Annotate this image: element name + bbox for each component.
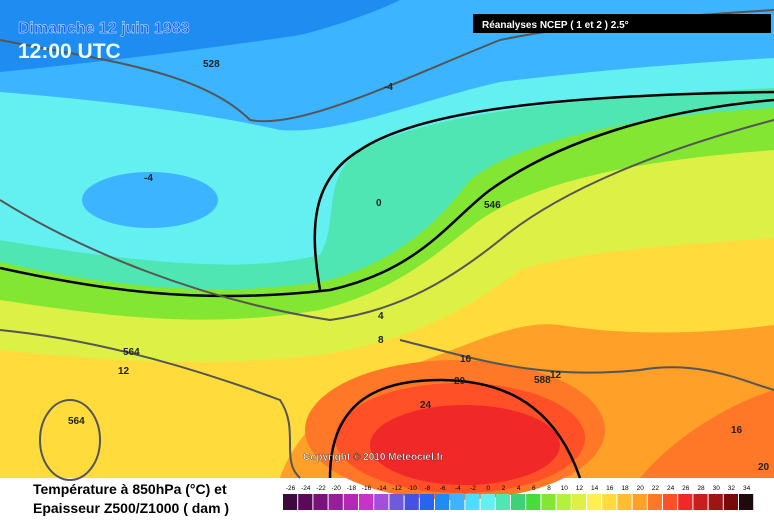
temperature-field bbox=[0, 0, 774, 500]
scale-label: 34 bbox=[743, 485, 751, 492]
scale-swatch bbox=[283, 494, 298, 510]
scale-label: 32 bbox=[728, 485, 736, 492]
scale-label: 18 bbox=[621, 485, 629, 492]
scale-label: 22 bbox=[652, 485, 660, 492]
contour-label: 588 bbox=[534, 375, 551, 386]
scale-swatch bbox=[723, 494, 738, 510]
source-box bbox=[473, 14, 771, 33]
scale-label: -24 bbox=[301, 485, 311, 492]
color-scale: -26 -24 -22 -20 -18 -16 -14 -12 -10 -8 -6 -4 -2 0 2 4 6 8… bbox=[283, 485, 754, 510]
contour-label: 20 bbox=[758, 462, 770, 473]
scale-label: 8 bbox=[547, 485, 551, 492]
scale-swatch bbox=[511, 494, 526, 510]
scale-label: -12 bbox=[392, 485, 402, 492]
contour-label: 564 bbox=[123, 347, 140, 358]
copyright: Copyright © 2010 Meteociel.fr bbox=[303, 452, 444, 463]
scale-swatch bbox=[313, 494, 328, 510]
scale-swatch bbox=[374, 494, 389, 510]
scale-label: -2 bbox=[470, 485, 476, 492]
scale-swatch bbox=[663, 494, 678, 510]
scale-label: -26 bbox=[286, 485, 296, 492]
source: Réanalyses NCEP ( 1 et 2 ) 2.5° bbox=[482, 20, 629, 31]
scale-swatch bbox=[678, 494, 693, 510]
contour-label: 0 bbox=[376, 198, 382, 209]
contour-label: 16 bbox=[731, 425, 743, 436]
contour-label: 16 bbox=[460, 354, 472, 365]
scale-label: 26 bbox=[682, 485, 690, 492]
scale-swatch bbox=[404, 494, 419, 510]
scale-label: -10 bbox=[407, 485, 417, 492]
scale-label: 14 bbox=[591, 485, 599, 492]
contour-label: -4 bbox=[384, 82, 393, 93]
scale-label: -20 bbox=[331, 485, 341, 492]
contour-label: -4 bbox=[144, 173, 153, 184]
contour-label: 564 bbox=[68, 416, 85, 427]
scale-label: 28 bbox=[697, 485, 705, 492]
scale-swatch bbox=[602, 494, 617, 510]
contour-label: 12 bbox=[550, 370, 562, 381]
scale-swatch bbox=[450, 494, 465, 510]
scale-label: 24 bbox=[667, 485, 675, 492]
scale-label: -4 bbox=[455, 485, 461, 492]
scale-label: 4 bbox=[517, 485, 521, 492]
scale-swatch bbox=[571, 494, 586, 510]
scale-label: 2 bbox=[502, 485, 506, 492]
contour-label: 8 bbox=[378, 335, 384, 346]
contour-label: 546 bbox=[484, 200, 501, 211]
scale-swatch bbox=[708, 494, 723, 510]
scale-label: -6 bbox=[440, 485, 446, 492]
scale-swatch bbox=[632, 494, 647, 510]
scale-swatch bbox=[526, 494, 541, 510]
scale-swatch bbox=[617, 494, 632, 510]
scale-swatch bbox=[328, 494, 343, 510]
scale-swatch bbox=[343, 494, 358, 510]
scale-swatch bbox=[495, 494, 510, 510]
scale-label: 16 bbox=[606, 485, 614, 492]
scale-swatch bbox=[693, 494, 708, 510]
map-date: Dimanche 12 juin 1983 bbox=[18, 20, 190, 37]
scale-label: -22 bbox=[316, 485, 326, 492]
scale-label: -14 bbox=[377, 485, 387, 492]
scale-label: 20 bbox=[637, 485, 645, 492]
contour-label: 20 bbox=[454, 376, 466, 387]
scale-swatch bbox=[419, 494, 434, 510]
scale-swatch bbox=[389, 494, 404, 510]
contour-label: 528 bbox=[203, 59, 220, 70]
scale-swatch bbox=[739, 494, 754, 510]
scale-swatch bbox=[556, 494, 571, 510]
scale-label: 10 bbox=[561, 485, 569, 492]
scale-swatch bbox=[541, 494, 556, 510]
scale-swatch bbox=[359, 494, 374, 510]
scale-label: 6 bbox=[532, 485, 536, 492]
scale-label: -8 bbox=[425, 485, 431, 492]
map-time: 12:00 UTC bbox=[18, 40, 121, 63]
contour-label: 24 bbox=[420, 400, 432, 411]
scale-label: -18 bbox=[347, 485, 357, 492]
scale-swatch bbox=[647, 494, 662, 510]
scale-swatch bbox=[435, 494, 450, 510]
scale-swatch bbox=[465, 494, 480, 510]
scale-swatch bbox=[587, 494, 602, 510]
scale-label: 30 bbox=[713, 485, 721, 492]
scale-label: -16 bbox=[362, 485, 372, 492]
scale-label: 12 bbox=[576, 485, 584, 492]
scale-label: 0 bbox=[486, 485, 490, 492]
scale-swatch bbox=[480, 494, 495, 510]
contour-label: 12 bbox=[118, 366, 130, 377]
scale-swatch bbox=[298, 494, 313, 510]
legend-title: Epaisseur Z500/Z1000 ( dam ) bbox=[33, 500, 229, 516]
legend-title: Température à 850hPa (°C) et bbox=[33, 481, 227, 497]
contour-label: 4 bbox=[378, 311, 384, 322]
